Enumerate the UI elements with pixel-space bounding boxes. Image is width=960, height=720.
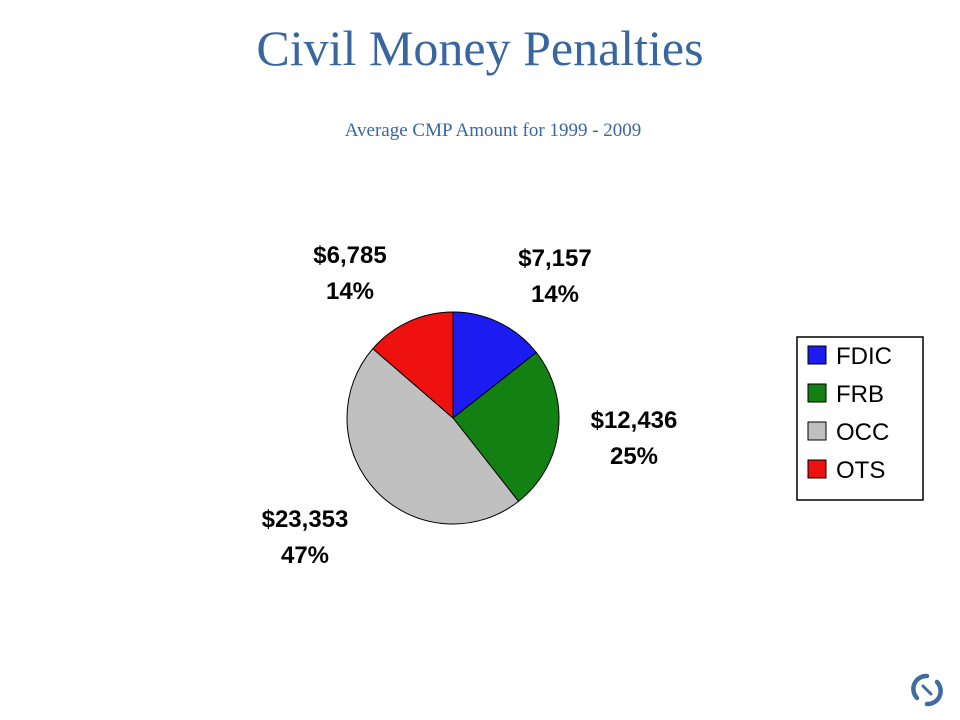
- data-label-value-occ: $23,353: [262, 506, 349, 533]
- data-label-value-frb: $12,436: [591, 407, 678, 434]
- data-label-value-ots: $6,785: [313, 242, 386, 269]
- legend-label-ots: OTS: [836, 457, 885, 484]
- legend-swatch-ots: [807, 459, 827, 479]
- data-label-percent-fdic: 14%: [531, 281, 579, 308]
- data-label-percent-ots: 14%: [326, 278, 374, 305]
- legend-label-fdic: FDIC: [836, 343, 892, 370]
- chart-subtitle: Average CMP Amount for 1999 - 2009: [344, 120, 642, 141]
- legend-swatch-frb: [807, 383, 827, 403]
- legend-label-frb: FRB: [836, 381, 884, 408]
- data-label-percent-frb: 25%: [610, 443, 658, 470]
- legend-swatch-occ: [807, 421, 827, 441]
- legend-swatch-fdic: [807, 345, 827, 365]
- data-label-value-fdic: $7,157: [518, 245, 591, 272]
- data-label-percent-occ: 47%: [281, 542, 329, 569]
- pie-slice-fdic: [452, 311, 538, 420]
- agency-logo-icon: [911, 673, 943, 707]
- pie-slices: [346, 311, 560, 525]
- pie-slice-frb: [452, 351, 560, 503]
- chart-legend: FDIC FRB OCC OTS: [796, 336, 924, 501]
- legend-label-occ: OCC: [836, 419, 889, 446]
- pie-slice-occ: [346, 347, 520, 525]
- pie-slice-ots: [372, 311, 454, 420]
- slide-title: Civil Money Penalties: [256, 20, 704, 76]
- pie-data-labels: $7,157 14% $12,436 25% $23,353 47% $6,785 14%: [262, 242, 678, 569]
